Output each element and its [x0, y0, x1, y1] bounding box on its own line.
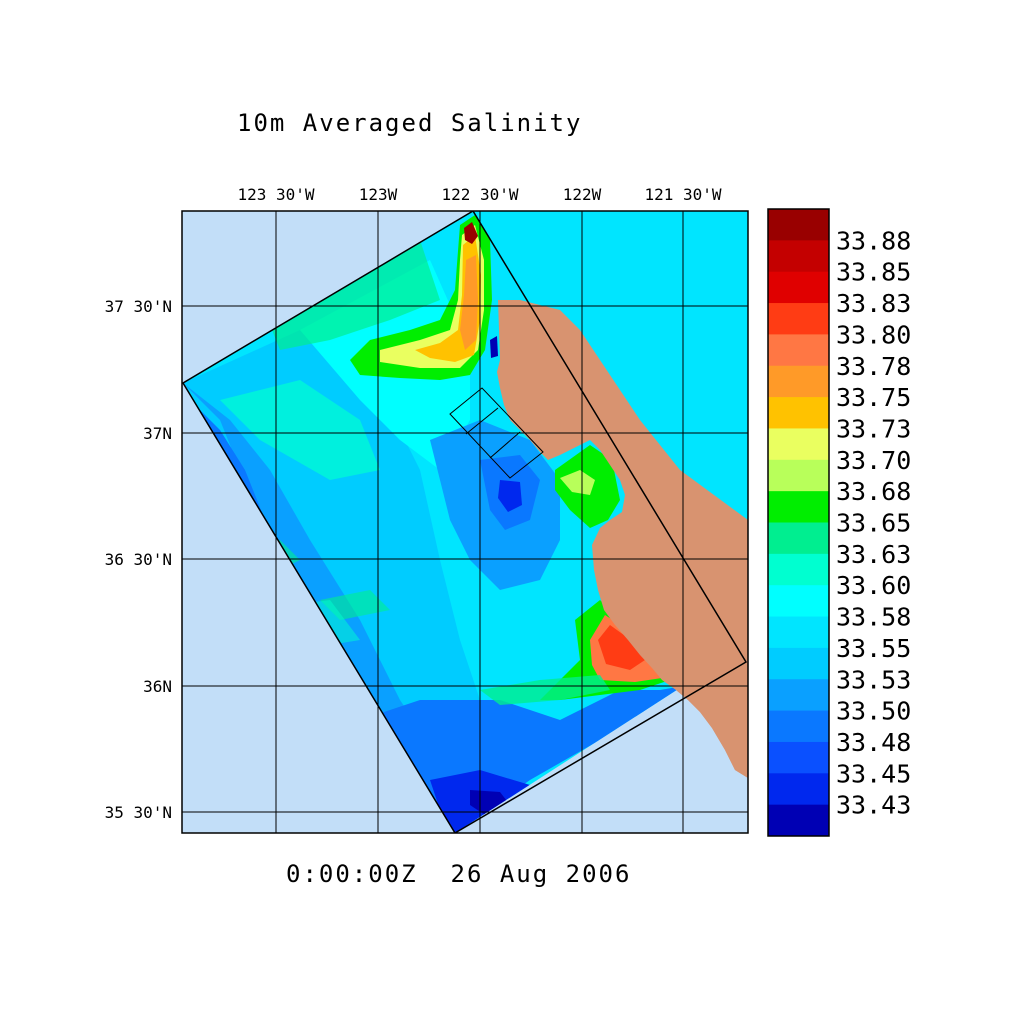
colorbar-swatch: [768, 679, 829, 712]
colorbar-label: 33.85: [836, 258, 911, 287]
colorbar-label: 33.70: [836, 446, 911, 475]
graticule: [182, 211, 748, 833]
colorbar-swatch: [768, 428, 829, 461]
colorbar-swatch: [768, 710, 829, 743]
colorbar-label: 33.53: [836, 665, 911, 694]
lat-tick-label: 37 30'N: [105, 297, 172, 316]
colorbar-swatch: [768, 303, 829, 335]
colorbar-swatch: [768, 271, 829, 304]
colorbar-swatch: [768, 647, 829, 680]
colorbar-swatch: [768, 522, 829, 555]
colorbar-swatch: [768, 491, 829, 523]
latitude-labels: 37 30'N 37N 36 30'N 36N 35 30'N: [105, 297, 172, 822]
lon-tick-label: 122 30'W: [441, 185, 518, 204]
map-frame: [181, 210, 749, 834]
colorbar-swatch: [768, 585, 829, 618]
lat-tick-label: 37N: [143, 424, 172, 443]
colorbar-swatch: [768, 741, 829, 774]
domain-outline: [182, 211, 748, 833]
colorbar-label: 33.68: [836, 477, 911, 506]
colorbar-swatch: [768, 553, 829, 586]
lat-tick-label: 36N: [143, 677, 172, 696]
colorbar-label: 33.88: [836, 226, 911, 255]
colorbar-label: 33.78: [836, 352, 911, 381]
colorbar-label: 33.50: [836, 697, 911, 726]
colorbar-label: 33.63: [836, 540, 911, 569]
colorbar-swatch: [768, 240, 829, 273]
colorbar-swatch: [768, 773, 829, 806]
longitude-labels: 123 30'W 123W 122 30'W 122W 121 30'W: [237, 185, 721, 204]
colorbar-swatch: [768, 334, 829, 367]
colorbar-swatch: [768, 616, 829, 649]
colorbar-label: 33.80: [836, 320, 911, 349]
timestamp: 0:00:00Z 26 Aug 2006: [286, 860, 631, 888]
lat-tick-label: 36 30'N: [105, 550, 172, 569]
colorbar-label: 33.58: [836, 603, 911, 632]
colorbar-label: 33.48: [836, 728, 911, 757]
colorbar-label: 33.65: [836, 509, 911, 538]
colorbar-swatch: [768, 365, 829, 398]
colorbar-label: 33.60: [836, 571, 911, 600]
colorbar-label: 33.55: [836, 634, 911, 663]
land-overlay: [497, 300, 748, 778]
lat-tick-label: 35 30'N: [105, 803, 172, 822]
colorbar-swatch: [768, 397, 829, 429]
lon-tick-label: 123W: [359, 185, 398, 204]
colorbar-frame: [767, 208, 830, 837]
colorbar-swatches: [768, 209, 829, 837]
colorbar-label: 33.45: [836, 759, 911, 788]
colorbar-swatch: [768, 459, 829, 492]
colorbar-swatch: [768, 804, 829, 837]
lon-tick-label: 123 30'W: [237, 185, 314, 204]
colorbar-label: 33.43: [836, 791, 911, 820]
colorbar-swatch: [768, 209, 829, 241]
lon-tick-label: 122W: [563, 185, 602, 204]
colorbar-label: 33.75: [836, 383, 911, 412]
map-title: 10m Averaged Salinity: [237, 109, 582, 137]
colorbar-label: 33.73: [836, 414, 911, 443]
colorbar-label: 33.83: [836, 289, 911, 318]
lon-tick-label: 121 30'W: [644, 185, 721, 204]
